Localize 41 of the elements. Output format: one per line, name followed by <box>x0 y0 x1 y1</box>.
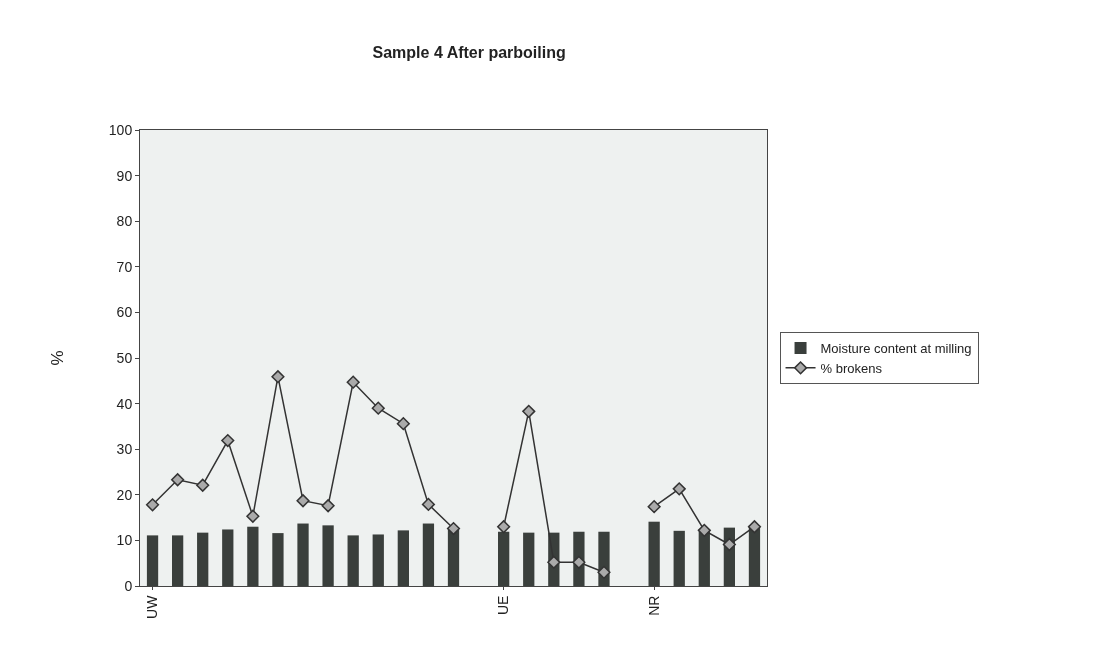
legend-label: Moisture content at milling <box>820 341 972 357</box>
y-tick-label: 40 <box>116 395 133 412</box>
y-tick-label: 50 <box>116 349 133 366</box>
point <box>346 375 360 389</box>
point <box>647 500 661 514</box>
y-tick-label: 90 <box>116 167 133 184</box>
point <box>246 509 260 523</box>
x-tick-label: UE <box>495 595 512 616</box>
point <box>522 404 536 418</box>
y-tick-label: 100 <box>108 121 133 138</box>
point <box>221 433 235 448</box>
point <box>271 370 285 384</box>
point <box>597 565 611 579</box>
y-tick-label: 30 <box>116 441 133 458</box>
x-tick-label: NR <box>645 595 662 616</box>
y-tick-label: 60 <box>116 304 133 321</box>
point <box>421 497 436 511</box>
point <box>171 473 185 487</box>
y-tick-label: 20 <box>116 486 133 503</box>
point <box>722 537 736 552</box>
legend-label: % brokens <box>820 360 883 376</box>
point <box>396 417 410 431</box>
point <box>321 499 335 513</box>
x-tick-label: UW <box>144 594 161 619</box>
chart-title: Sample 4 After parboiling <box>372 44 566 62</box>
y-tick-label: 70 <box>116 258 133 275</box>
y-tick-label: 80 <box>116 213 133 230</box>
point <box>547 555 561 569</box>
point <box>371 401 385 415</box>
point <box>296 494 310 508</box>
y-tick-label: 10 <box>116 532 133 549</box>
point <box>697 523 711 537</box>
y-tick-label: 0 <box>124 577 133 594</box>
point <box>497 520 511 534</box>
y-axis-title: % <box>48 350 68 366</box>
point <box>572 555 586 569</box>
point <box>446 521 461 536</box>
point <box>145 498 160 512</box>
point <box>672 482 686 496</box>
point <box>747 520 762 534</box>
point <box>196 478 210 492</box>
